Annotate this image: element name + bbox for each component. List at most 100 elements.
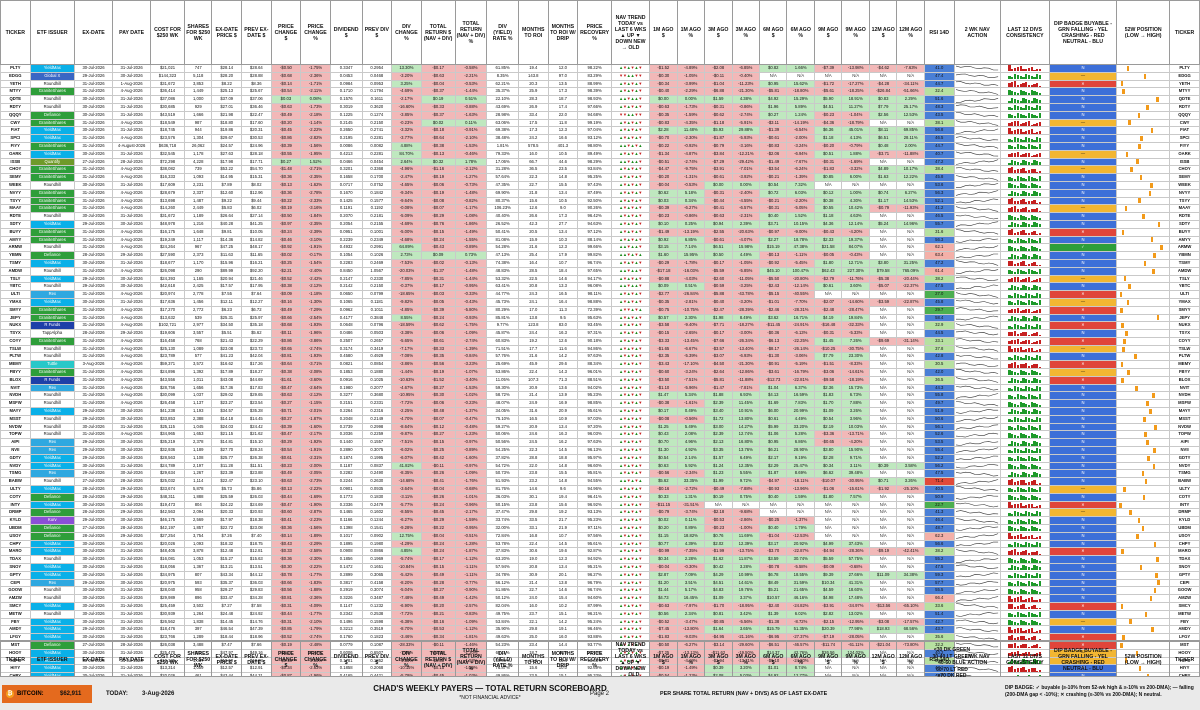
ticker-cell[interactable]: TSLW [0, 344, 31, 354]
ticker-cell[interactable]: MARO [0, 547, 31, 557]
ticker-cell-right[interactable]: MSFW [1169, 399, 1200, 409]
table-row[interactable]: AMDY YieldMax 29-Jul-2026 30-Jul-2026 $18,47… [0, 625, 1200, 635]
ticker-cell-right[interactable]: YETH [1169, 79, 1200, 89]
ticker-cell[interactable]: TOPW [0, 430, 31, 440]
table-row[interactable]: COTY Defiance 28-Jul-2026 29-Jul-2026 $48,31… [0, 492, 1200, 502]
ticker-cell[interactable]: GOOW [0, 586, 31, 596]
ticker-cell-right[interactable]: AMYY [1169, 235, 1200, 245]
column-header[interactable]: 12M AGO $ [868, 0, 898, 65]
ticker-cell[interactable]: SEMY [0, 173, 31, 182]
column-header[interactable]: EX-DATE [73, 0, 114, 65]
table-row[interactable]: JEPY GraniteShares 31-Jul-2026 4-Aug-2026 $1… [0, 313, 1200, 323]
column-header[interactable]: PRICE RECOVERY % [577, 0, 612, 65]
table-row[interactable]: COYY GraniteShares 31-Jul-2026 4-Aug-2026 $1… [0, 336, 1200, 346]
table-row[interactable]: FBY YieldMax 30-Jul-2026 31-Jul-2026 $26,562… [0, 617, 1200, 627]
column-header[interactable]: SHARES FOR $250 WK [183, 0, 213, 65]
ticker-cell[interactable]: COYY [0, 336, 31, 346]
ticker-cell-right[interactable]: FBYY [1169, 368, 1200, 377]
ticker-cell[interactable]: AMDW [0, 266, 31, 276]
ticker-cell[interactable]: GDTY [0, 453, 31, 463]
ticker-cell-right[interactable]: TSYX [1169, 329, 1200, 338]
column-header[interactable]: DIP BADGE BUYABLE - GRN FALLING - YEL CR… [1048, 0, 1118, 65]
ticker-cell-right[interactable]: KYLD [1169, 516, 1200, 526]
ticker-cell-right[interactable]: NVDW [1169, 422, 1200, 432]
column-header[interactable]: LAST 12 DIVS CONSISTENCY [1000, 0, 1050, 65]
table-row[interactable]: BABW Roundhill 27-Jul-2026 28-Jul-2026 $25,0… [0, 477, 1200, 487]
column-header[interactable]: MONTHS TO ROI W/ DRIP [547, 0, 579, 65]
column-header[interactable]: PAY DATE [112, 0, 152, 65]
ticker-cell[interactable]: TSMG [0, 469, 31, 479]
table-row[interactable]: MAYY YieldMax 29-Jul-2026 30-Jul-2026 $41,23… [0, 407, 1200, 416]
ticker-cell[interactable]: USOY [0, 531, 31, 541]
table-row[interactable]: SNOY YieldMax 30-Jul-2026 31-Jul-2026 $18,05… [0, 563, 1200, 572]
table-row[interactable]: OARK YieldMax 30-Jul-2026 31-Jul-2026 $32,54… [0, 149, 1200, 159]
ticker-cell-right[interactable]: NUKX [1169, 321, 1200, 331]
table-row[interactable]: AMZW Roundhill 30-Jul-2026 31-Jul-2026 $29,9… [0, 594, 1200, 603]
table-row[interactable]: NVDH Roundhill 31-Jul-2026 4-Aug-2026 $30,09… [0, 391, 1200, 401]
ticker-cell[interactable]: METW [0, 609, 31, 619]
ticker-cell-right[interactable]: QDTE [1169, 95, 1200, 104]
table-row[interactable]: MSFW Roundhill 31-Jul-2026 4-Aug-2026 $26,45… [0, 399, 1200, 409]
table-row[interactable]: YBMN Defiance 28-Jul-2026 29-Jul-2026 $27,59… [0, 251, 1200, 260]
table-row[interactable]: CEPI Rex 29-Jul-2026 30-Jul-2026 $20,975 593 $… [0, 578, 1200, 588]
ticker-cell[interactable]: WEEK [0, 180, 31, 190]
ticker-cell-right[interactable]: PLTW [1169, 352, 1200, 362]
column-header[interactable]: 3M AGO % [731, 0, 761, 65]
table-row[interactable]: TSYY GraniteShares 31-Jul-2026 4-Aug-2026 $1… [0, 196, 1200, 206]
table-row[interactable]: MEMY Tuttle 3-Aug-2026 4-Aug-2026 $59,371 3,5… [0, 360, 1200, 370]
ticker-cell[interactable]: SPCI [0, 134, 31, 143]
table-row[interactable]: PLTY YieldMax 30-Jul-2026 31-Jul-2026 $21,02… [0, 64, 1200, 73]
ticker-cell-right[interactable]: COTY [1169, 492, 1200, 502]
ticker-cell-right[interactable]: NVDH [1169, 391, 1200, 401]
ticker-cell[interactable]: UBDM [0, 524, 31, 533]
table-row[interactable]: TSMY YieldMax 30-Jul-2026 31-Jul-2026 $18,67… [0, 258, 1200, 268]
column-header[interactable]: 9M AGO $ [813, 0, 843, 65]
column-header[interactable]: PRICE CHANGE % [300, 0, 331, 65]
column-header[interactable]: TOTAL RETURN $ (NAV + DIV) [420, 0, 456, 65]
ticker-cell-right[interactable]: NVII [1169, 446, 1200, 455]
ticker-cell[interactable]: TDAX [0, 555, 31, 564]
table-row[interactable]: PLTW Roundhill 31-Jul-2026 4-Aug-2026 $23,78… [0, 352, 1200, 362]
ticker-cell[interactable]: RDTE [0, 212, 31, 221]
table-row[interactable]: LFGY YieldMax 30-Jul-2026 31-Jul-2026 $23,76… [0, 633, 1200, 642]
column-header[interactable]: MONTHS TO ROI [517, 0, 549, 65]
ticker-cell[interactable]: YMAX [0, 297, 31, 307]
ticker-cell-right[interactable]: SMYY [1169, 305, 1200, 315]
ticker-cell-right[interactable]: AMDW [1169, 266, 1200, 276]
ticker-cell[interactable]: JEPY [0, 313, 31, 323]
column-header[interactable]: DIV CHANGE % [391, 0, 422, 65]
table-row[interactable]: NVIT Rex 31-Jul-2026 4-Aug-2026 $28,756 1,656… [0, 383, 1200, 393]
table-row[interactable]: AMDW Roundhill 31-Jul-2026 4-Aug-2026 $26,09… [0, 266, 1200, 276]
ticker-cell-right[interactable]: YBMN [1169, 251, 1200, 260]
table-row[interactable]: INTY YieldMax 30-Jul-2026 31-Jul-2026 $19,47… [0, 500, 1200, 510]
ticker-cell[interactable]: SMYY [0, 305, 31, 315]
ticker-cell-right[interactable]: AMDY [1169, 625, 1200, 635]
ticker-cell[interactable]: NVYY [0, 188, 31, 198]
ticker-cell-right[interactable]: GDTY [1169, 453, 1200, 463]
table-row[interactable]: CHOY GraniteShares 31-Jul-2026 4-Aug-2026 $3… [0, 165, 1200, 175]
ticker-cell-right[interactable]: MARO [1169, 547, 1200, 557]
ticker-cell-right[interactable]: SDTY [1169, 219, 1200, 229]
ticker-cell[interactable]: INTY [0, 500, 31, 510]
ticker-cell[interactable]: AMYY [0, 235, 31, 245]
ticker-cell-right[interactable]: ISSB [1169, 157, 1200, 167]
table-row[interactable]: FIYY GraniteShares 31-Jul-2026 4-August-202… [0, 141, 1200, 151]
table-row[interactable]: SMYY GraniteShares 31-Jul-2026 4-Aug-2026 $1… [0, 305, 1200, 315]
table-row[interactable]: RDTY Roundhill 30-Jul-2026 31-Jul-2026 $30,6… [0, 102, 1200, 112]
ticker-cell[interactable]: SNOY [0, 563, 31, 572]
table-row[interactable]: TSMG Rex 29-Jul-2026 30-Jul-2026 $29,634 1,26… [0, 469, 1200, 479]
column-header[interactable]: COST FOR $250 WK [150, 0, 185, 65]
ticker-cell[interactable]: TSMY [0, 258, 31, 268]
ticker-cell[interactable]: CHPY [0, 539, 31, 549]
ticker-cell[interactable]: NVII [0, 446, 31, 455]
column-header[interactable]: 3M AGO $ [704, 0, 733, 65]
ticker-cell[interactable]: DRMP [0, 508, 31, 518]
table-row[interactable]: TSYX TappAlpha 28-Jul-2026 29-Jul-2026 $19,6… [0, 329, 1200, 338]
ticker-cell[interactable]: BABW [0, 477, 31, 487]
ticker-cell[interactable]: COTY [0, 492, 31, 502]
ticker-cell[interactable]: PLTW [0, 352, 31, 362]
table-row[interactable]: USOY Defiance 28-Jul-2026 29-Jul-2026 $27,25… [0, 531, 1200, 541]
ticker-cell[interactable]: CEPI [0, 578, 31, 588]
ticker-cell-right[interactable]: SNOY [1169, 563, 1200, 572]
ticker-cell-right[interactable]: FBY [1169, 617, 1200, 627]
